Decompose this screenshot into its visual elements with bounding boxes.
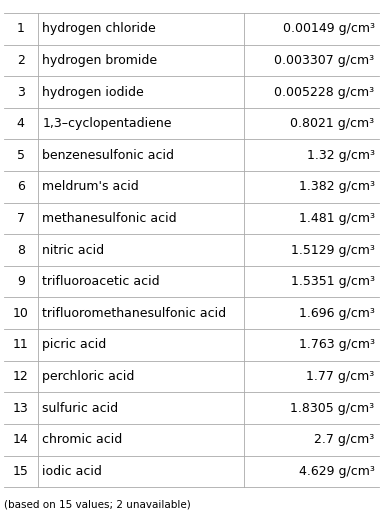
Text: 10: 10: [13, 307, 29, 320]
Text: sulfuric acid: sulfuric acid: [42, 402, 118, 415]
Text: 3: 3: [17, 85, 25, 98]
Text: 5: 5: [17, 149, 25, 162]
Text: chromic acid: chromic acid: [42, 433, 123, 446]
Text: 13: 13: [13, 402, 29, 415]
Text: 1.5351 g/cm³: 1.5351 g/cm³: [291, 275, 375, 288]
Text: 1,3–cyclopentadiene: 1,3–cyclopentadiene: [42, 117, 172, 130]
Text: 1.481 g/cm³: 1.481 g/cm³: [299, 212, 375, 225]
Text: nitric acid: nitric acid: [42, 244, 104, 256]
Text: perchloric acid: perchloric acid: [42, 370, 134, 383]
Text: 1: 1: [17, 22, 25, 35]
Text: 4: 4: [17, 117, 25, 130]
Text: 1.8305 g/cm³: 1.8305 g/cm³: [290, 402, 375, 415]
Text: 7: 7: [17, 212, 25, 225]
Text: 12: 12: [13, 370, 29, 383]
Text: trifluoromethanesulfonic acid: trifluoromethanesulfonic acid: [42, 307, 226, 320]
Text: hydrogen chloride: hydrogen chloride: [42, 22, 156, 35]
Text: 0.00149 g/cm³: 0.00149 g/cm³: [283, 22, 375, 35]
Text: trifluoroacetic acid: trifluoroacetic acid: [42, 275, 160, 288]
Text: hydrogen bromide: hydrogen bromide: [42, 54, 157, 67]
Text: 15: 15: [13, 465, 29, 478]
Text: 6: 6: [17, 180, 25, 193]
Text: 11: 11: [13, 339, 29, 351]
Text: 1.32 g/cm³: 1.32 g/cm³: [306, 149, 375, 162]
Text: 0.003307 g/cm³: 0.003307 g/cm³: [275, 54, 375, 67]
Text: 8: 8: [17, 244, 25, 256]
Text: 2: 2: [17, 54, 25, 67]
Text: 2.7 g/cm³: 2.7 g/cm³: [314, 433, 375, 446]
Text: 1.763 g/cm³: 1.763 g/cm³: [299, 339, 375, 351]
Text: 1.696 g/cm³: 1.696 g/cm³: [299, 307, 375, 320]
Text: hydrogen iodide: hydrogen iodide: [42, 85, 144, 98]
Text: 0.8021 g/cm³: 0.8021 g/cm³: [290, 117, 375, 130]
Text: 1.382 g/cm³: 1.382 g/cm³: [299, 180, 375, 193]
Text: 4.629 g/cm³: 4.629 g/cm³: [299, 465, 375, 478]
Text: 0.005228 g/cm³: 0.005228 g/cm³: [275, 85, 375, 98]
Text: iodic acid: iodic acid: [42, 465, 102, 478]
Text: 1.5129 g/cm³: 1.5129 g/cm³: [291, 244, 375, 256]
Text: methanesulfonic acid: methanesulfonic acid: [42, 212, 177, 225]
Text: meldrum's acid: meldrum's acid: [42, 180, 139, 193]
Text: (based on 15 values; 2 unavailable): (based on 15 values; 2 unavailable): [4, 499, 191, 509]
Text: picric acid: picric acid: [42, 339, 106, 351]
Text: 14: 14: [13, 433, 29, 446]
Text: 9: 9: [17, 275, 25, 288]
Text: 1.77 g/cm³: 1.77 g/cm³: [306, 370, 375, 383]
Text: benzenesulfonic acid: benzenesulfonic acid: [42, 149, 174, 162]
